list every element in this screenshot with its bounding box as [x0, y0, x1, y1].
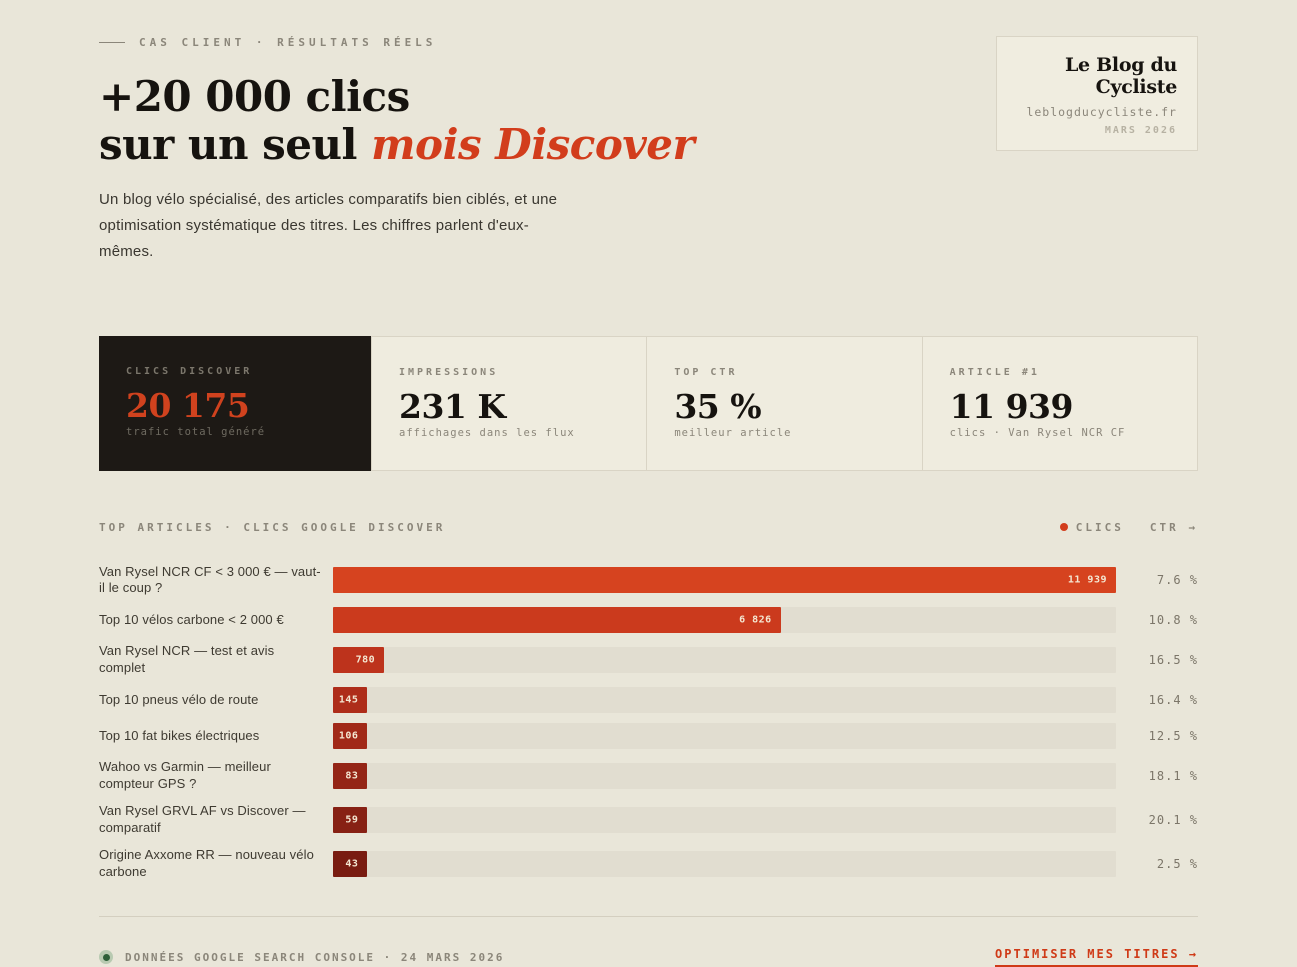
- legend-clicks-dot-icon: [1059, 523, 1068, 531]
- ctr-value: 16.4 %: [1148, 693, 1198, 708]
- article-label: Top 10 fat bikes électriques: [99, 727, 260, 743]
- brand-name: Le Blog du Cycliste: [1064, 54, 1177, 98]
- brand-period: MARS 2026: [1104, 125, 1177, 136]
- ctr-value: 20.1 %: [1148, 812, 1198, 827]
- stats-light-group: IMPRESSIONS 231 K affichages dans les fl…: [371, 335, 1198, 471]
- chart-row: Van Rysel NCR — test et avis complet 780…: [99, 643, 1198, 677]
- chart-row: Origine Axxome RR — nouveau vélo carbone…: [99, 847, 1198, 881]
- bar-track: 59: [333, 806, 1116, 833]
- article-label: Van Rysel GRVL AF vs Discover — comparat…: [99, 802, 306, 835]
- hero-section: CAS CLIENT · RÉSULTATS RÉELS +20 000 cli…: [99, 36, 1198, 266]
- clicks-bar: 83: [333, 762, 368, 789]
- stat-card-article-1: ARTICLE #1 11 939 clics · Van Rysel NCR …: [921, 336, 1197, 470]
- bar-track: 11 939: [333, 567, 1116, 594]
- page-title: +20 000 clics sur un seul mois Discover: [99, 73, 1198, 169]
- chart-rows: Van Rysel NCR CF < 3 000 € — vaut-il le …: [99, 564, 1198, 881]
- legend-clicks-label: CLICS: [1075, 520, 1124, 534]
- bar-track: 83: [333, 762, 1116, 789]
- chart-row: Top 10 pneus vélo de route 145 16.4 %: [99, 687, 1198, 714]
- clicks-bar: 6 826: [333, 607, 781, 634]
- page-title-line2-plain: sur un seul: [99, 119, 372, 169]
- chart-row: Van Rysel GRVL AF vs Discover — comparat…: [99, 803, 1198, 837]
- ctr-value: 2.5 %: [1156, 856, 1198, 871]
- ctr-value: 10.8 %: [1148, 613, 1198, 628]
- bar-track: 6 826: [333, 607, 1116, 634]
- legend-clicks: CLICS: [1059, 520, 1124, 534]
- clicks-value: 11 939: [1067, 574, 1107, 586]
- clicks-value: 83: [345, 770, 359, 782]
- chart-title: TOP ARTICLES · CLICS GOOGLE DISCOVER: [99, 520, 446, 534]
- ctr-value: 12.5 %: [1148, 729, 1198, 744]
- stat-value: 35 %: [674, 386, 762, 426]
- article-label: Wahoo vs Garmin — meilleur compteur GPS …: [99, 759, 271, 791]
- stat-label: ARTICLE #1: [949, 366, 1040, 378]
- eyebrow: CAS CLIENT · RÉSULTATS RÉELS: [99, 36, 1198, 49]
- stat-value: 11 939: [949, 386, 1074, 426]
- article-label: Top 10 vélos carbone < 2 000 €: [99, 611, 284, 627]
- chart-row: Top 10 fat bikes électriques 106 12.5 %: [99, 723, 1198, 750]
- stat-card-impressions: IMPRESSIONS 231 K affichages dans les fl…: [372, 337, 646, 470]
- clicks-value: 780: [355, 654, 376, 666]
- ctr-value: 16.5 %: [1148, 653, 1198, 668]
- clicks-value: 145: [338, 694, 359, 706]
- stat-card-clics-discover: CLICS DISCOVER 20 175 trafic total génér…: [99, 335, 371, 471]
- bar-track: 43: [333, 850, 1116, 877]
- brand-card: Le Blog du Cycliste leblogducycliste.fr …: [996, 36, 1198, 151]
- footer-divider: [99, 916, 1198, 918]
- stat-label: CLICS DISCOVER: [126, 365, 253, 377]
- clicks-bar: 106: [333, 723, 368, 750]
- stat-value: 231 K: [399, 386, 506, 426]
- stat-sub: affichages dans les flux: [399, 427, 575, 440]
- article-label: Van Rysel NCR CF < 3 000 € — vaut-il le …: [99, 563, 321, 596]
- page-title-line1: +20 000 clics: [99, 72, 410, 121]
- stat-card-top-ctr: TOP CTR 35 % meilleur article: [646, 336, 921, 470]
- chart-header: TOP ARTICLES · CLICS GOOGLE DISCOVER CLI…: [99, 521, 1198, 534]
- bar-track: 145: [333, 687, 1116, 714]
- optimize-titles-link[interactable]: OPTIMISER MES TITRES →: [995, 947, 1198, 967]
- ctr-value: 18.1 %: [1148, 768, 1198, 783]
- legend-ctr-label: CTR →: [1149, 520, 1198, 534]
- clicks-bar: 43: [333, 850, 368, 877]
- stats-row: CLICS DISCOVER 20 175 trafic total génér…: [99, 335, 1198, 471]
- clicks-value: 43: [345, 858, 359, 870]
- stat-value: 20 175: [126, 385, 250, 425]
- brand-domain: leblogducycliste.fr: [1026, 105, 1177, 119]
- footer: DONNÉES GOOGLE SEARCH CONSOLE · 24 MARS …: [99, 947, 1198, 967]
- clicks-bar: 59: [333, 806, 368, 833]
- chart-row: Van Rysel NCR CF < 3 000 € — vaut-il le …: [99, 564, 1198, 598]
- clicks-bar: 11 939: [333, 567, 1116, 594]
- clicks-value: 106: [338, 730, 359, 742]
- ctr-value: 7.6 %: [1156, 573, 1198, 588]
- stat-label: IMPRESSIONS: [399, 366, 499, 378]
- stat-sub: trafic total généré: [126, 426, 266, 439]
- bar-track: 780: [333, 647, 1116, 674]
- hero-description: Un blog vélo spécialisé, des articles co…: [99, 190, 558, 261]
- eyebrow-rule: [99, 42, 125, 43]
- eyebrow-label: CAS CLIENT · RÉSULTATS RÉELS: [139, 36, 437, 49]
- article-label: Top 10 pneus vélo de route: [99, 691, 259, 707]
- stat-label: TOP CTR: [674, 366, 738, 378]
- case-study-page: CAS CLIENT · RÉSULTATS RÉELS +20 000 cli…: [99, 0, 1198, 967]
- stat-sub: meilleur article: [674, 427, 792, 440]
- clicks-value: 6 826: [739, 614, 772, 626]
- clicks-value: 59: [345, 814, 359, 826]
- article-label: Origine Axxome RR — nouveau vélo carbone: [99, 846, 314, 879]
- page-title-accent: mois Discover: [371, 119, 695, 169]
- clicks-bar: 780: [333, 647, 385, 674]
- bar-track: 106: [333, 723, 1116, 750]
- clicks-bar: 145: [333, 687, 368, 714]
- stat-sub: clics · Van Rysel NCR CF: [949, 427, 1126, 440]
- chart-row: Top 10 vélos carbone < 2 000 € 6 826 10.…: [99, 607, 1198, 634]
- chart-legend: CLICS CTR →: [1059, 520, 1198, 534]
- chart-row: Wahoo vs Garmin — meilleur compteur GPS …: [99, 759, 1198, 793]
- article-label: Van Rysel NCR — test et avis complet: [99, 643, 275, 676]
